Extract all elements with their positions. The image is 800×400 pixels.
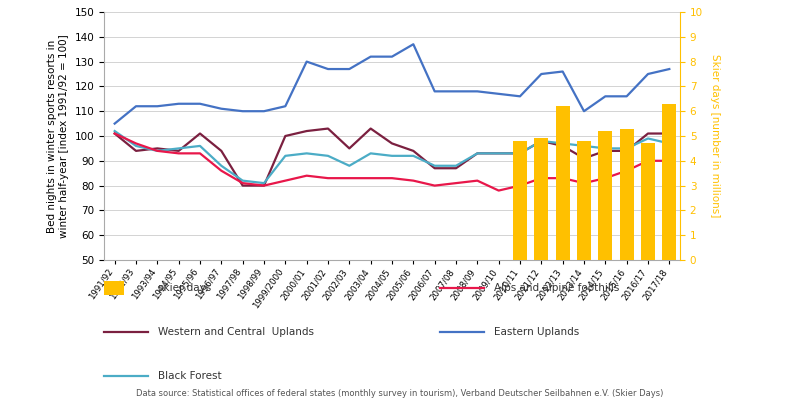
Bar: [641, 144, 655, 260]
Bar: [556, 106, 570, 260]
Text: Eastern Uplands: Eastern Uplands: [494, 327, 579, 337]
Bar: [662, 104, 676, 260]
Bar: [513, 141, 527, 260]
Text: Data source: Statistical offices of federal states (monthly survey in tourism), : Data source: Statistical offices of fede…: [136, 389, 664, 398]
Bar: [598, 131, 612, 260]
Bar: [534, 138, 548, 260]
Text: Alps and alpine foothills: Alps and alpine foothills: [494, 283, 619, 293]
Bar: [577, 141, 591, 260]
Text: Western and Central  Uplands: Western and Central Uplands: [158, 327, 314, 337]
Y-axis label: Skier days [number in millions]: Skier days [number in millions]: [710, 54, 719, 218]
Text: skier days: skier days: [158, 283, 211, 293]
Y-axis label: Bed nights in winter sports resorts in
winter half-year [index 1991/92 = 100]: Bed nights in winter sports resorts in w…: [47, 34, 69, 238]
Bar: [620, 128, 634, 260]
Text: Black Forest: Black Forest: [158, 371, 222, 381]
